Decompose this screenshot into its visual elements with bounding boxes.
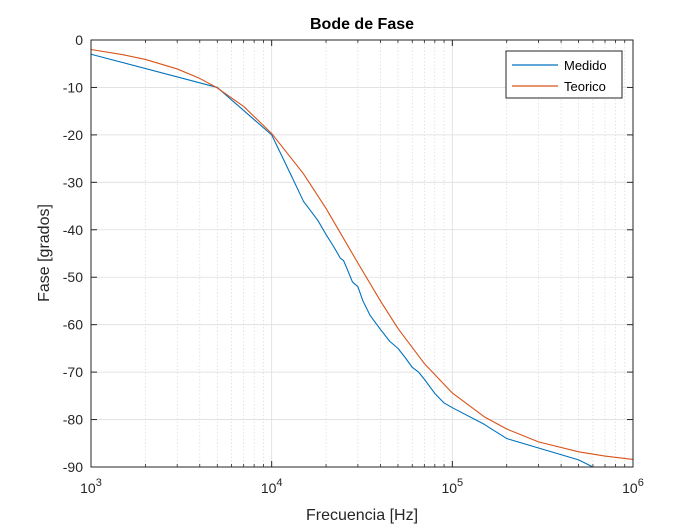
major-grid (90, 39, 634, 468)
y-tick-label: -60 (63, 317, 83, 333)
x-tick-label-exponent: 6 (638, 477, 644, 489)
series-line-medido (90, 53, 633, 468)
x-tick-label: 105 (441, 477, 463, 496)
legend-label-medido: Medido (564, 58, 607, 73)
y-axis-label: Fase [grados] (36, 204, 53, 302)
legend-label-teorico: Teorico (564, 79, 606, 94)
x-tick-label: 104 (261, 477, 283, 496)
plot-area-border (90, 39, 634, 468)
axis-ticks (90, 39, 634, 468)
series-line-teorico (90, 48, 634, 460)
x-tick-label-base: 10 (441, 480, 457, 496)
minor-grid (145, 40, 626, 467)
legend: Medido Teorico (505, 50, 623, 99)
x-tick-labels: 103 104 105 106 (80, 477, 644, 496)
y-tick-label: -80 (63, 412, 83, 428)
y-tick-label: -90 (63, 459, 83, 475)
y-tick-label: 0 (75, 32, 83, 48)
y-tick-label: -10 (63, 79, 83, 95)
chart-title: Bode de Fase (310, 16, 414, 33)
legend-box (505, 50, 623, 99)
x-tick-label: 103 (80, 477, 102, 496)
x-tick-label-exponent: 3 (96, 477, 102, 489)
x-tick-label-base: 10 (261, 480, 277, 496)
y-tick-labels: 0 -10 -20 -30 -40 -50 -60 -70 -80 -90 (63, 32, 83, 475)
x-tick-label-base: 10 (622, 480, 638, 496)
y-tick-label: -20 (63, 127, 83, 143)
y-tick-label: -30 (63, 174, 83, 190)
x-axis-label: Frecuencia [Hz] (306, 507, 418, 524)
x-tick-label: 106 (622, 477, 644, 496)
x-tick-label-exponent: 4 (276, 477, 282, 489)
y-tick-label: -50 (63, 269, 83, 285)
y-tick-label: -40 (63, 222, 83, 238)
series-layer (90, 48, 634, 468)
y-tick-label: -70 (63, 364, 83, 380)
x-tick-label-base: 10 (80, 480, 96, 496)
x-tick-label-exponent: 5 (457, 477, 463, 489)
